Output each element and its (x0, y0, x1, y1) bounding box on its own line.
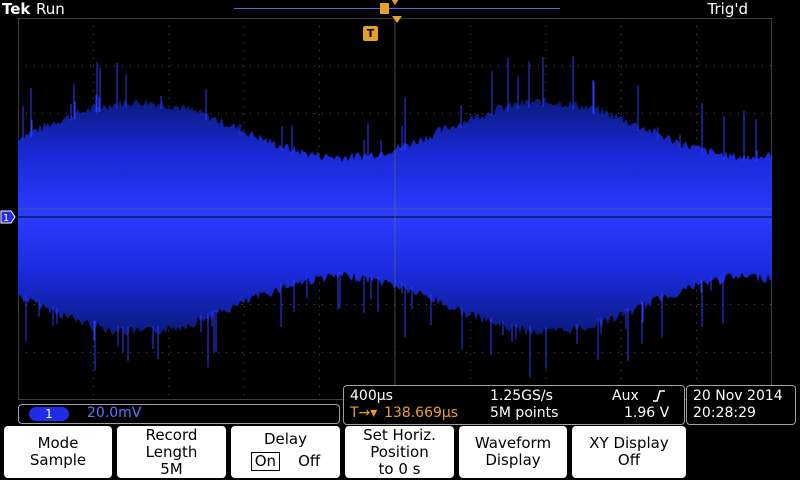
trigger-status: Trig'd (707, 0, 748, 18)
brand-logo: Tek (2, 0, 31, 18)
trigger-source: Aux (612, 388, 639, 404)
channel-scale-readout: 1 20.0mV (18, 404, 340, 424)
ch1-marker-label: 1 (3, 213, 9, 224)
trigger-level: 1.96 V (624, 405, 670, 421)
ch1-noise-spikes (22, 56, 758, 378)
mode-softkey[interactable]: Mode Sample (4, 426, 112, 478)
xy-display-value: Off (617, 451, 641, 469)
trigger-point-pointer-icon (392, 16, 402, 23)
record-trigger-pointer-icon (391, 0, 399, 5)
waveform-display-softkey[interactable]: Waveform Display (459, 426, 567, 478)
rising-edge-icon (653, 390, 665, 402)
record-points: 5M points (490, 405, 559, 421)
delay-label: T→▾ (350, 405, 378, 421)
record-length-softkey[interactable]: Record Length 5M (117, 426, 226, 478)
delay-label: Delay (263, 430, 307, 448)
waveform-display-label-1: Waveform (474, 434, 552, 452)
delay-off-option[interactable]: Off (298, 452, 321, 470)
set-horiz-label-1: Set Horiz. (363, 426, 436, 444)
date-time-readout: 20 Nov 2014 20:28:29 (686, 385, 796, 425)
waveform-display-label-2: Display (485, 451, 541, 469)
record-length-label-2: Length (145, 443, 198, 461)
set-horiz-label-2: Position (370, 443, 429, 461)
delay-on-option[interactable]: On (250, 452, 281, 471)
delay-value: 138.669µs (384, 405, 459, 421)
time: 20:28:29 (693, 405, 756, 421)
record-length-label-1: Record (145, 426, 198, 444)
status-bar: Tek Run Trig'd (0, 0, 800, 18)
horizontal-scale: 400µs (350, 388, 393, 404)
record-window-marker (380, 3, 389, 14)
ch1-volts-per-div: 20.0mV (87, 405, 142, 421)
xy-display-softkey[interactable]: XY Display Off (572, 426, 686, 478)
sample-rate: 1.25GS/s (490, 388, 553, 404)
mode-label: Mode (37, 434, 79, 452)
softkey-menu: Mode Sample Record Length 5M Delay On Off… (0, 426, 800, 480)
set-horiz-position-softkey[interactable]: Set Horiz. Position to 0 s (345, 426, 454, 478)
delay-softkey[interactable]: Delay On Off (231, 426, 340, 478)
trigger-position-marker-icon: T (363, 26, 378, 41)
date: 20 Nov 2014 (693, 388, 783, 404)
ch1-ground-marker-icon: 1 (0, 210, 16, 224)
record-position-bar (234, 8, 560, 9)
xy-display-label: XY Display (589, 434, 669, 452)
acquisition-state: Run (36, 0, 65, 18)
ch1-badge: 1 (29, 407, 69, 421)
waveform-display (18, 18, 772, 400)
record-length-value: 5M (160, 460, 183, 478)
timebase-readout: 400µs 1.25GS/s Aux T→▾ 138.669µs 5M poin… (343, 385, 685, 425)
set-horiz-label-3: to 0 s (378, 460, 421, 478)
mode-value: Sample (29, 451, 87, 469)
